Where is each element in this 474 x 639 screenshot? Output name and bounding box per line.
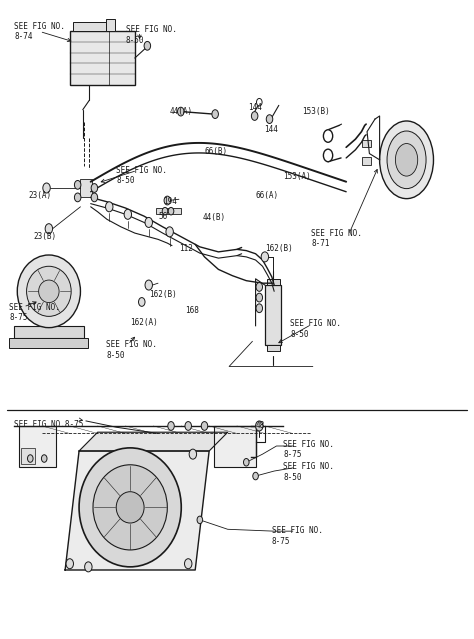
- Text: 66(A): 66(A): [255, 191, 279, 200]
- Ellipse shape: [93, 465, 167, 550]
- Text: 144: 144: [264, 125, 278, 134]
- Circle shape: [256, 304, 263, 312]
- Circle shape: [185, 422, 191, 430]
- Ellipse shape: [380, 121, 434, 199]
- Text: 153(A): 153(A): [283, 173, 311, 181]
- Circle shape: [251, 112, 258, 120]
- Bar: [73, 22, 109, 31]
- Circle shape: [212, 110, 219, 118]
- Bar: [81, 178, 91, 197]
- Circle shape: [41, 455, 47, 462]
- Text: SEE FIG NO.
8-75: SEE FIG NO. 8-75: [9, 303, 60, 322]
- Circle shape: [253, 472, 258, 480]
- Bar: [21, 448, 35, 463]
- Circle shape: [74, 180, 81, 189]
- Circle shape: [201, 422, 208, 430]
- Circle shape: [91, 193, 98, 202]
- Circle shape: [145, 280, 153, 290]
- Circle shape: [178, 107, 184, 116]
- Circle shape: [189, 449, 197, 459]
- Ellipse shape: [79, 448, 181, 567]
- Bar: [106, 19, 115, 31]
- Text: 44(A): 44(A): [170, 107, 193, 116]
- Bar: [14, 326, 84, 338]
- Text: 162(A): 162(A): [130, 318, 158, 327]
- Text: SEE FIG NO.
8-50: SEE FIG NO. 8-50: [116, 166, 167, 185]
- Text: SEE FIG NO.
8-75: SEE FIG NO. 8-75: [272, 526, 323, 546]
- Bar: [18, 426, 56, 466]
- Polygon shape: [65, 451, 209, 570]
- Circle shape: [164, 196, 171, 205]
- Text: SEE FIG NO.
8-50: SEE FIG NO. 8-50: [126, 25, 176, 45]
- Bar: [363, 140, 371, 147]
- Text: 162(B): 162(B): [265, 244, 292, 253]
- Text: 112: 112: [179, 244, 193, 253]
- Circle shape: [106, 202, 113, 212]
- Circle shape: [124, 210, 132, 219]
- Text: 153(B): 153(B): [302, 107, 330, 116]
- Bar: [265, 285, 281, 344]
- Circle shape: [323, 149, 333, 162]
- Text: 44(B): 44(B): [202, 213, 225, 222]
- Text: 56: 56: [158, 212, 167, 221]
- Circle shape: [266, 115, 273, 123]
- Ellipse shape: [39, 280, 59, 303]
- Circle shape: [261, 252, 269, 262]
- Circle shape: [256, 293, 263, 302]
- Circle shape: [45, 224, 53, 234]
- Circle shape: [168, 422, 174, 430]
- Text: SEE FIG NO.8-75: SEE FIG NO.8-75: [14, 420, 83, 429]
- Ellipse shape: [27, 266, 71, 316]
- Text: SEE FIG NO.
8-71: SEE FIG NO. 8-71: [311, 229, 362, 248]
- Circle shape: [197, 516, 202, 523]
- Text: SEE FIG NO.
8-50: SEE FIG NO. 8-50: [106, 340, 157, 360]
- Text: SEE FIG NO.
8-50: SEE FIG NO. 8-50: [291, 320, 341, 339]
- Ellipse shape: [17, 255, 81, 328]
- Circle shape: [138, 298, 145, 306]
- Bar: [267, 344, 280, 351]
- Circle shape: [145, 217, 153, 227]
- Text: SEE FIG NO.
8-74: SEE FIG NO. 8-74: [14, 22, 65, 42]
- Circle shape: [323, 130, 333, 142]
- Text: SEE FIG NO.
8-50: SEE FIG NO. 8-50: [283, 462, 334, 482]
- Circle shape: [144, 42, 151, 50]
- Circle shape: [166, 227, 173, 237]
- Bar: [155, 208, 181, 214]
- Text: 66(B): 66(B): [204, 147, 228, 157]
- Text: 23(B): 23(B): [34, 232, 57, 241]
- Bar: [267, 279, 280, 285]
- Bar: [9, 337, 88, 348]
- Circle shape: [256, 282, 263, 291]
- Text: 48: 48: [255, 421, 265, 430]
- Circle shape: [66, 558, 73, 569]
- Circle shape: [244, 459, 249, 466]
- Text: 194: 194: [163, 197, 176, 206]
- Circle shape: [168, 208, 174, 215]
- Text: 23(A): 23(A): [28, 191, 51, 200]
- Bar: [70, 31, 135, 85]
- Text: 168: 168: [185, 305, 199, 315]
- Circle shape: [91, 183, 98, 192]
- Circle shape: [27, 455, 33, 462]
- Text: SEE FIG NO.
8-75: SEE FIG NO. 8-75: [283, 440, 334, 459]
- Bar: [214, 426, 255, 466]
- Bar: [363, 157, 371, 165]
- Circle shape: [256, 98, 262, 106]
- Circle shape: [184, 558, 192, 569]
- Ellipse shape: [116, 492, 144, 523]
- Ellipse shape: [387, 131, 426, 189]
- Circle shape: [43, 183, 50, 193]
- Text: 144: 144: [248, 104, 263, 112]
- Circle shape: [255, 421, 263, 431]
- Circle shape: [85, 562, 92, 572]
- Polygon shape: [79, 432, 228, 451]
- Circle shape: [162, 208, 168, 215]
- Circle shape: [74, 193, 81, 202]
- Text: 162(B): 162(B): [149, 290, 176, 299]
- Ellipse shape: [395, 144, 418, 176]
